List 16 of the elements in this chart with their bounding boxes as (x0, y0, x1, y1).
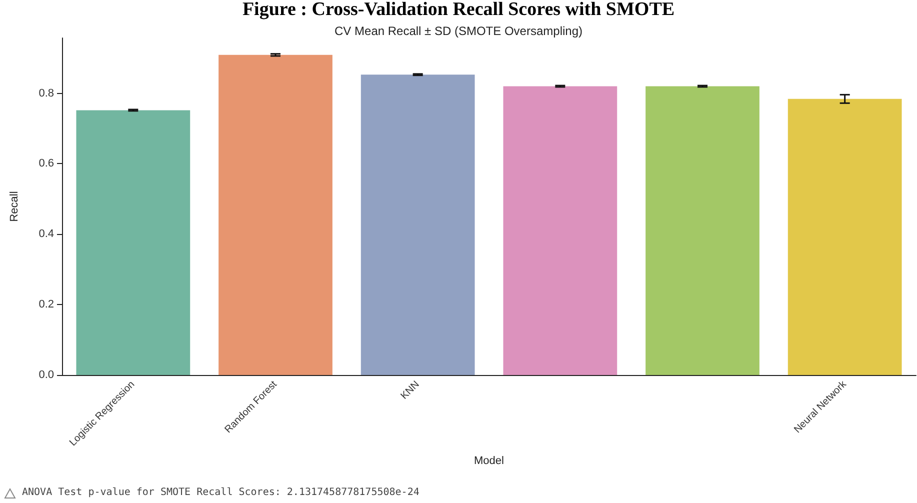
y-axis-title: Recall (8, 191, 20, 222)
y-tick-label: 0.6 (38, 158, 54, 170)
bar (76, 110, 190, 375)
bar (788, 98, 902, 375)
bar (503, 86, 618, 375)
chart-subtitle: CV Mean Recall ± SD (SMOTE Oversampling) (334, 24, 582, 38)
y-tick-label: 0.4 (38, 228, 54, 240)
chart-title: Figure : Cross-Validation Recall Scores with SMOTE (241, 0, 676, 20)
bar (360, 74, 475, 375)
text: ANOVA Test p-value for SMOTE Recall Scores: 2.1317458778175508e-24 (22, 487, 420, 498)
y-tick-label: 0.0 (38, 369, 54, 381)
x-axis-title: Model (474, 454, 504, 467)
y-tick-label: 0.2 (38, 298, 54, 311)
y-tick-label: 0.8 (38, 87, 54, 100)
bar (646, 86, 760, 375)
bar (218, 54, 332, 375)
